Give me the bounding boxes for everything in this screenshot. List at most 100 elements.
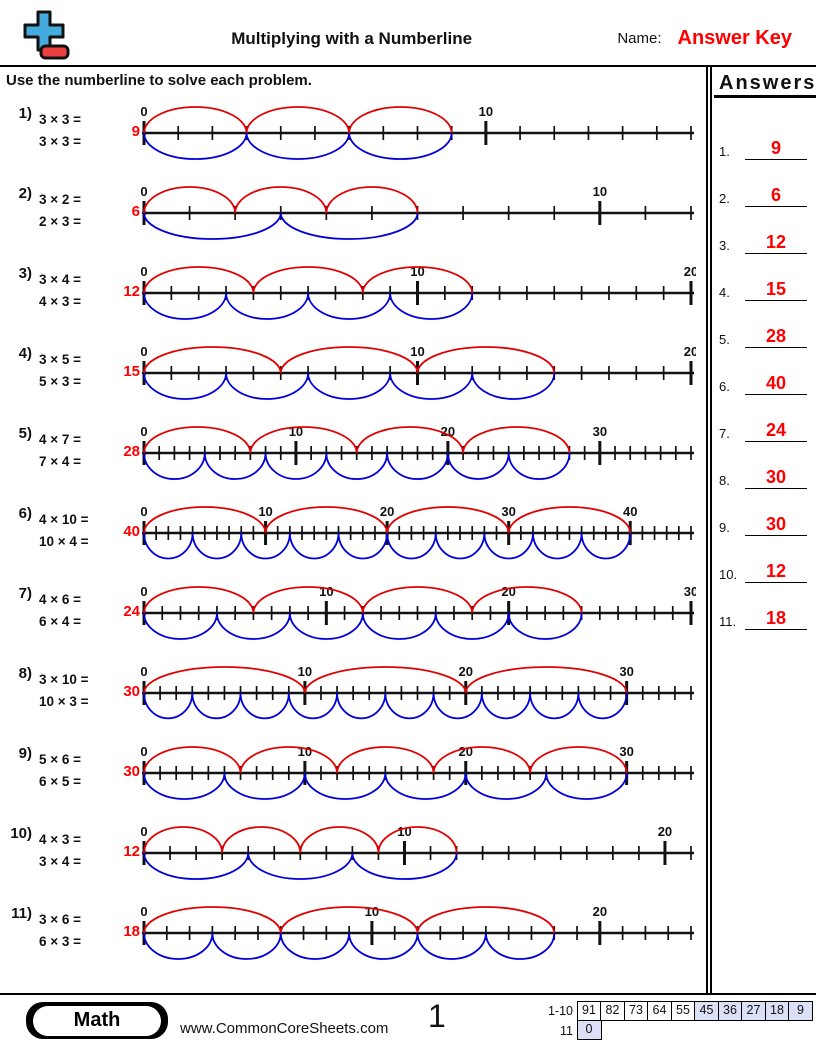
red-hop-arc	[143, 826, 224, 854]
answer-item: 10. 12	[712, 539, 816, 586]
blue-hop-arc	[143, 692, 194, 720]
equation-1: 4 × 3 =	[39, 832, 82, 847]
numberline: 0 10 20 30	[140, 744, 694, 800]
problem-number: 11)	[11, 905, 32, 922]
numberline-container: 0 10	[140, 93, 696, 173]
grade-cell: 18	[764, 1001, 790, 1021]
numberline-label: 30	[684, 584, 696, 599]
problem-row: 10) 4 × 3 = 3 × 4 = 12 0 10 20	[0, 813, 706, 893]
numberline-label: 30	[593, 424, 607, 439]
problem-number: 7)	[18, 585, 32, 602]
grade-row-label: 11	[560, 1024, 573, 1038]
numberline-label: 20	[684, 264, 696, 279]
blue-hop-arc	[483, 532, 534, 560]
problem-number: 10)	[10, 825, 32, 842]
blue-hop-arc	[143, 852, 250, 880]
numberline-label: 10	[397, 824, 411, 839]
answer-item-number: 4.	[719, 285, 730, 300]
blue-hop-arc	[480, 692, 532, 720]
blue-hop-arc	[240, 532, 291, 560]
numberline-label: 10	[410, 344, 424, 359]
blue-hop-arc	[143, 292, 227, 320]
blue-hop-arc	[348, 132, 453, 160]
numberline-label: 0	[140, 344, 147, 359]
numberline-label: 20	[441, 424, 455, 439]
numberline-label: 20	[501, 584, 515, 599]
numberline: 0 10	[140, 184, 694, 240]
grade-row: 11 0	[542, 1019, 813, 1041]
problem-answer: 12	[123, 843, 140, 860]
problem-row: 4) 3 × 5 = 5 × 3 = 15 0 10 20	[0, 333, 706, 413]
blue-hop-arc	[351, 852, 458, 880]
numberline-label: 0	[140, 424, 147, 439]
problem-equations: 4 × 3 = 3 × 4 =	[32, 813, 112, 893]
blue-hop-arc	[287, 692, 338, 720]
grade-cell: 27	[741, 1001, 766, 1021]
answer-item-number: 2.	[719, 191, 730, 206]
grade-row: 1-10 91 82 73 64 55 45 36 27 18 9	[542, 1001, 813, 1021]
blue-hop-arc	[434, 612, 510, 640]
answer-value: 30	[765, 467, 787, 487]
grade-cell: 55	[670, 1001, 696, 1021]
answer-value: 18	[765, 608, 787, 628]
red-hop-arc	[507, 506, 632, 534]
red-hop-arc	[361, 266, 474, 294]
numberline: 0 10 20 30	[140, 664, 694, 720]
grade-cell: 45	[694, 1001, 719, 1021]
equation-1: 4 × 6 =	[39, 592, 82, 607]
problem-number: 6)	[18, 505, 32, 522]
grade-cell: 91	[576, 1001, 602, 1021]
red-hop-arc	[234, 186, 328, 214]
numberline-container: 0 10 20 30	[140, 733, 696, 813]
blue-hop-arc	[416, 932, 487, 960]
numberline-label: 10	[258, 504, 272, 519]
problem-row: 2) 3 × 2 = 2 × 3 = 6 0 10	[0, 173, 706, 253]
equation-2: 10 × 4 =	[39, 534, 89, 549]
problem-equations: 4 × 6 = 6 × 4 =	[32, 573, 112, 653]
red-hop-arc	[355, 426, 464, 454]
numberline-container: 0 10 20	[140, 893, 696, 973]
name-label: Name:	[617, 30, 662, 47]
equation-2: 3 × 3 =	[39, 134, 82, 149]
problem-number: 9)	[18, 745, 32, 762]
red-hop-arc	[143, 906, 282, 934]
equation-1: 3 × 3 =	[39, 112, 82, 127]
problems-column: Use the numberline to solve each problem…	[0, 67, 706, 993]
numberline: 0 10 20	[140, 344, 696, 400]
numberline-label: 0	[140, 904, 147, 919]
red-hop-arc	[252, 266, 364, 294]
problem-number: 8)	[18, 665, 32, 682]
subject-badge-label: Math	[33, 1005, 161, 1036]
answer-blank: 24	[745, 420, 807, 442]
answer-item: 11. 18	[712, 586, 816, 633]
blue-hop-arc	[325, 452, 389, 480]
blue-hop-arc	[471, 372, 556, 400]
blue-hop-arc	[307, 292, 392, 320]
problem-row: 9) 5 × 6 = 6 × 5 = 30 0 10 20 30	[0, 733, 706, 813]
blue-hop-arc	[288, 532, 340, 560]
numberline: 0 10 20	[140, 264, 696, 320]
problem-row: 11) 3 × 6 = 6 × 3 = 18 0 10 20	[0, 893, 706, 973]
answer-item-number: 5.	[719, 332, 730, 347]
numberline-label: 20	[658, 824, 672, 839]
equation-1: 3 × 10 =	[39, 672, 89, 687]
equation-1: 3 × 5 =	[39, 352, 82, 367]
numberline-label: 0	[140, 584, 147, 599]
numberline: 0 10	[140, 104, 694, 160]
problem-answer: 30	[123, 683, 140, 700]
answer-value: 24	[765, 420, 787, 440]
blue-hop-arc	[247, 852, 354, 880]
numberline-container: 0 10 20	[140, 253, 696, 333]
blue-hop-arc	[389, 292, 474, 320]
blue-hop-arc	[143, 132, 248, 160]
answer-key-text: Answer Key	[677, 27, 793, 49]
answers-title: Answers	[714, 69, 816, 98]
equation-2: 10 × 3 =	[39, 694, 89, 709]
blue-hop-arc	[143, 772, 226, 800]
numberline-label: 10	[365, 904, 379, 919]
red-hop-arc	[245, 106, 351, 134]
problem-equations: 3 × 5 = 5 × 3 =	[32, 333, 112, 413]
blue-hop-arc	[143, 532, 194, 560]
red-hop-arc	[143, 346, 282, 374]
numberline-label: 0	[140, 824, 147, 839]
